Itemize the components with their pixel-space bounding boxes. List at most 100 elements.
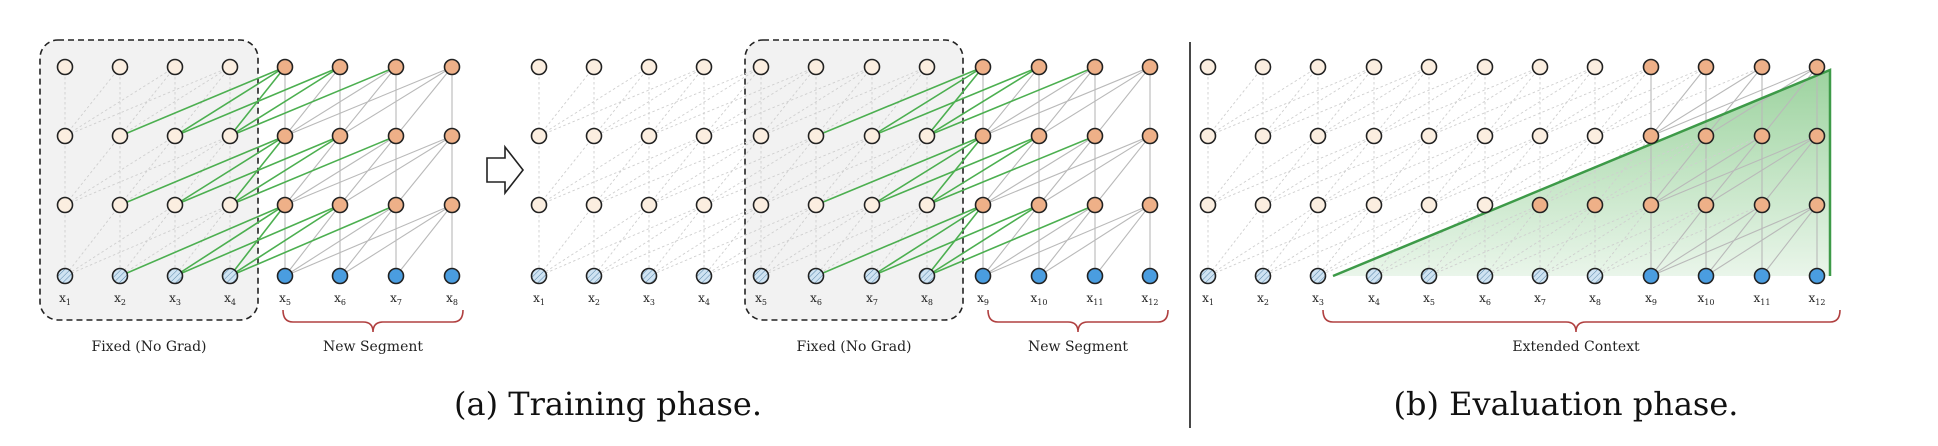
token-labels: x1 x2 x3 x4 x5 x6 x7 x8 bbox=[59, 291, 458, 307]
attention-edge bbox=[1262, 204, 1430, 277]
attention-edge bbox=[1262, 135, 1375, 206]
hidden-state-node bbox=[1808, 196, 1826, 214]
attention-edge bbox=[1373, 135, 1486, 206]
attention-edge bbox=[703, 204, 873, 277]
attention-edge bbox=[1650, 204, 1818, 277]
hidden-state-node bbox=[111, 127, 129, 145]
input-token-node bbox=[221, 267, 239, 285]
token-label: x12 bbox=[1142, 291, 1159, 307]
attention-edge bbox=[538, 135, 595, 206]
hidden-state-node bbox=[443, 196, 461, 214]
attention-edge bbox=[1428, 204, 1541, 277]
input-token-node bbox=[443, 267, 461, 285]
hidden-state-node bbox=[443, 58, 461, 76]
extended-context-brace bbox=[1322, 309, 1841, 333]
hidden-state-node bbox=[1642, 127, 1660, 145]
input-token-node bbox=[1697, 267, 1715, 285]
evaluation-panel: x1 x2 x3 x4 x5 x6 x7 x8 x9 x10 x11 x12 Extended Con… bbox=[1199, 58, 1841, 355]
attention-edge bbox=[1484, 66, 1541, 137]
memory-edge bbox=[926, 66, 1096, 137]
hidden-state-node bbox=[1642, 58, 1660, 76]
token-label: x7 bbox=[866, 291, 878, 307]
input-token-node bbox=[918, 267, 936, 285]
hidden-state-node bbox=[1030, 196, 1048, 214]
attention-edge bbox=[1539, 66, 1707, 137]
input-token-node bbox=[807, 267, 825, 285]
token-label: x3 bbox=[1312, 291, 1324, 307]
hidden-state-node bbox=[530, 196, 548, 214]
attention-edge bbox=[1317, 135, 1430, 206]
attention-edge bbox=[1207, 135, 1375, 206]
input-token-node bbox=[276, 267, 294, 285]
attention-edge bbox=[648, 204, 817, 277]
hidden-state-node bbox=[918, 196, 936, 214]
token-label: x9 bbox=[1645, 291, 1657, 307]
attention-edge bbox=[1594, 66, 1652, 137]
memory-edge bbox=[229, 66, 341, 137]
edges-layer bbox=[538, 66, 1151, 277]
input-token-node bbox=[1753, 267, 1771, 285]
memory-edge bbox=[229, 135, 341, 206]
attention-edge bbox=[1317, 135, 1375, 206]
attention-edge bbox=[1705, 66, 1818, 137]
hidden-state-node bbox=[1420, 58, 1438, 76]
token-label: x10 bbox=[1031, 291, 1048, 307]
attention-edge bbox=[1373, 66, 1541, 137]
attention-edge bbox=[760, 204, 928, 277]
token-label: x8 bbox=[1589, 291, 1601, 307]
attention-edge bbox=[538, 204, 705, 277]
attention-edge bbox=[593, 135, 705, 206]
attention-edge bbox=[982, 204, 1096, 277]
hidden-state-node bbox=[166, 196, 184, 214]
input-token-node bbox=[863, 267, 881, 285]
attention-edge bbox=[1038, 66, 1151, 137]
attention-edge bbox=[593, 204, 705, 277]
token-label: x6 bbox=[1479, 291, 1491, 307]
attention-edge bbox=[538, 204, 650, 277]
attention-edge bbox=[284, 66, 453, 137]
fixed-no-grad-box bbox=[39, 39, 259, 321]
token-label: x3 bbox=[169, 291, 181, 307]
token-label: x11 bbox=[1754, 291, 1771, 307]
memory-edge bbox=[174, 66, 341, 137]
hidden-state-node bbox=[111, 58, 129, 76]
attention-edge bbox=[1428, 135, 1486, 206]
attention-edge bbox=[538, 135, 650, 206]
hidden-state-node bbox=[807, 196, 825, 214]
attention-edge bbox=[648, 66, 762, 137]
memory-edge bbox=[229, 135, 397, 206]
hidden-state-node bbox=[1642, 196, 1660, 214]
memory-edge bbox=[871, 204, 984, 277]
attention-edge bbox=[1650, 66, 1763, 137]
attention-edge bbox=[1539, 66, 1652, 137]
hidden-state-node bbox=[1365, 58, 1383, 76]
hidden-state-node bbox=[752, 196, 770, 214]
attention-edge bbox=[284, 204, 453, 277]
token-label: x2 bbox=[588, 291, 600, 307]
hidden-state-node bbox=[974, 196, 992, 214]
input-token-node bbox=[166, 267, 184, 285]
hidden-state-node bbox=[1697, 196, 1715, 214]
attention-edge bbox=[1317, 135, 1486, 206]
memory-edge bbox=[871, 66, 984, 137]
edges-layer bbox=[1207, 66, 1818, 277]
fixed-no-grad-label: Fixed (No Grad) bbox=[91, 339, 206, 355]
hidden-state-node bbox=[974, 127, 992, 145]
memory-edge bbox=[174, 204, 341, 277]
attention-edge bbox=[1705, 204, 1818, 277]
attention-edge bbox=[284, 135, 397, 206]
hidden-state-node bbox=[221, 127, 239, 145]
input-token-node bbox=[387, 267, 405, 285]
attention-edge bbox=[1539, 204, 1652, 277]
hidden-state-node bbox=[585, 196, 603, 214]
new-segment-brace bbox=[282, 309, 464, 333]
memory-edge bbox=[174, 66, 286, 137]
attention-edge bbox=[1207, 204, 1319, 277]
hidden-state-node bbox=[166, 127, 184, 145]
hidden-state-node bbox=[1030, 58, 1048, 76]
hidden-state-node bbox=[695, 127, 713, 145]
token-label: x1 bbox=[533, 291, 545, 307]
attention-edge bbox=[1317, 204, 1430, 277]
attention-edge bbox=[284, 135, 453, 206]
attention-edge bbox=[1317, 66, 1375, 137]
